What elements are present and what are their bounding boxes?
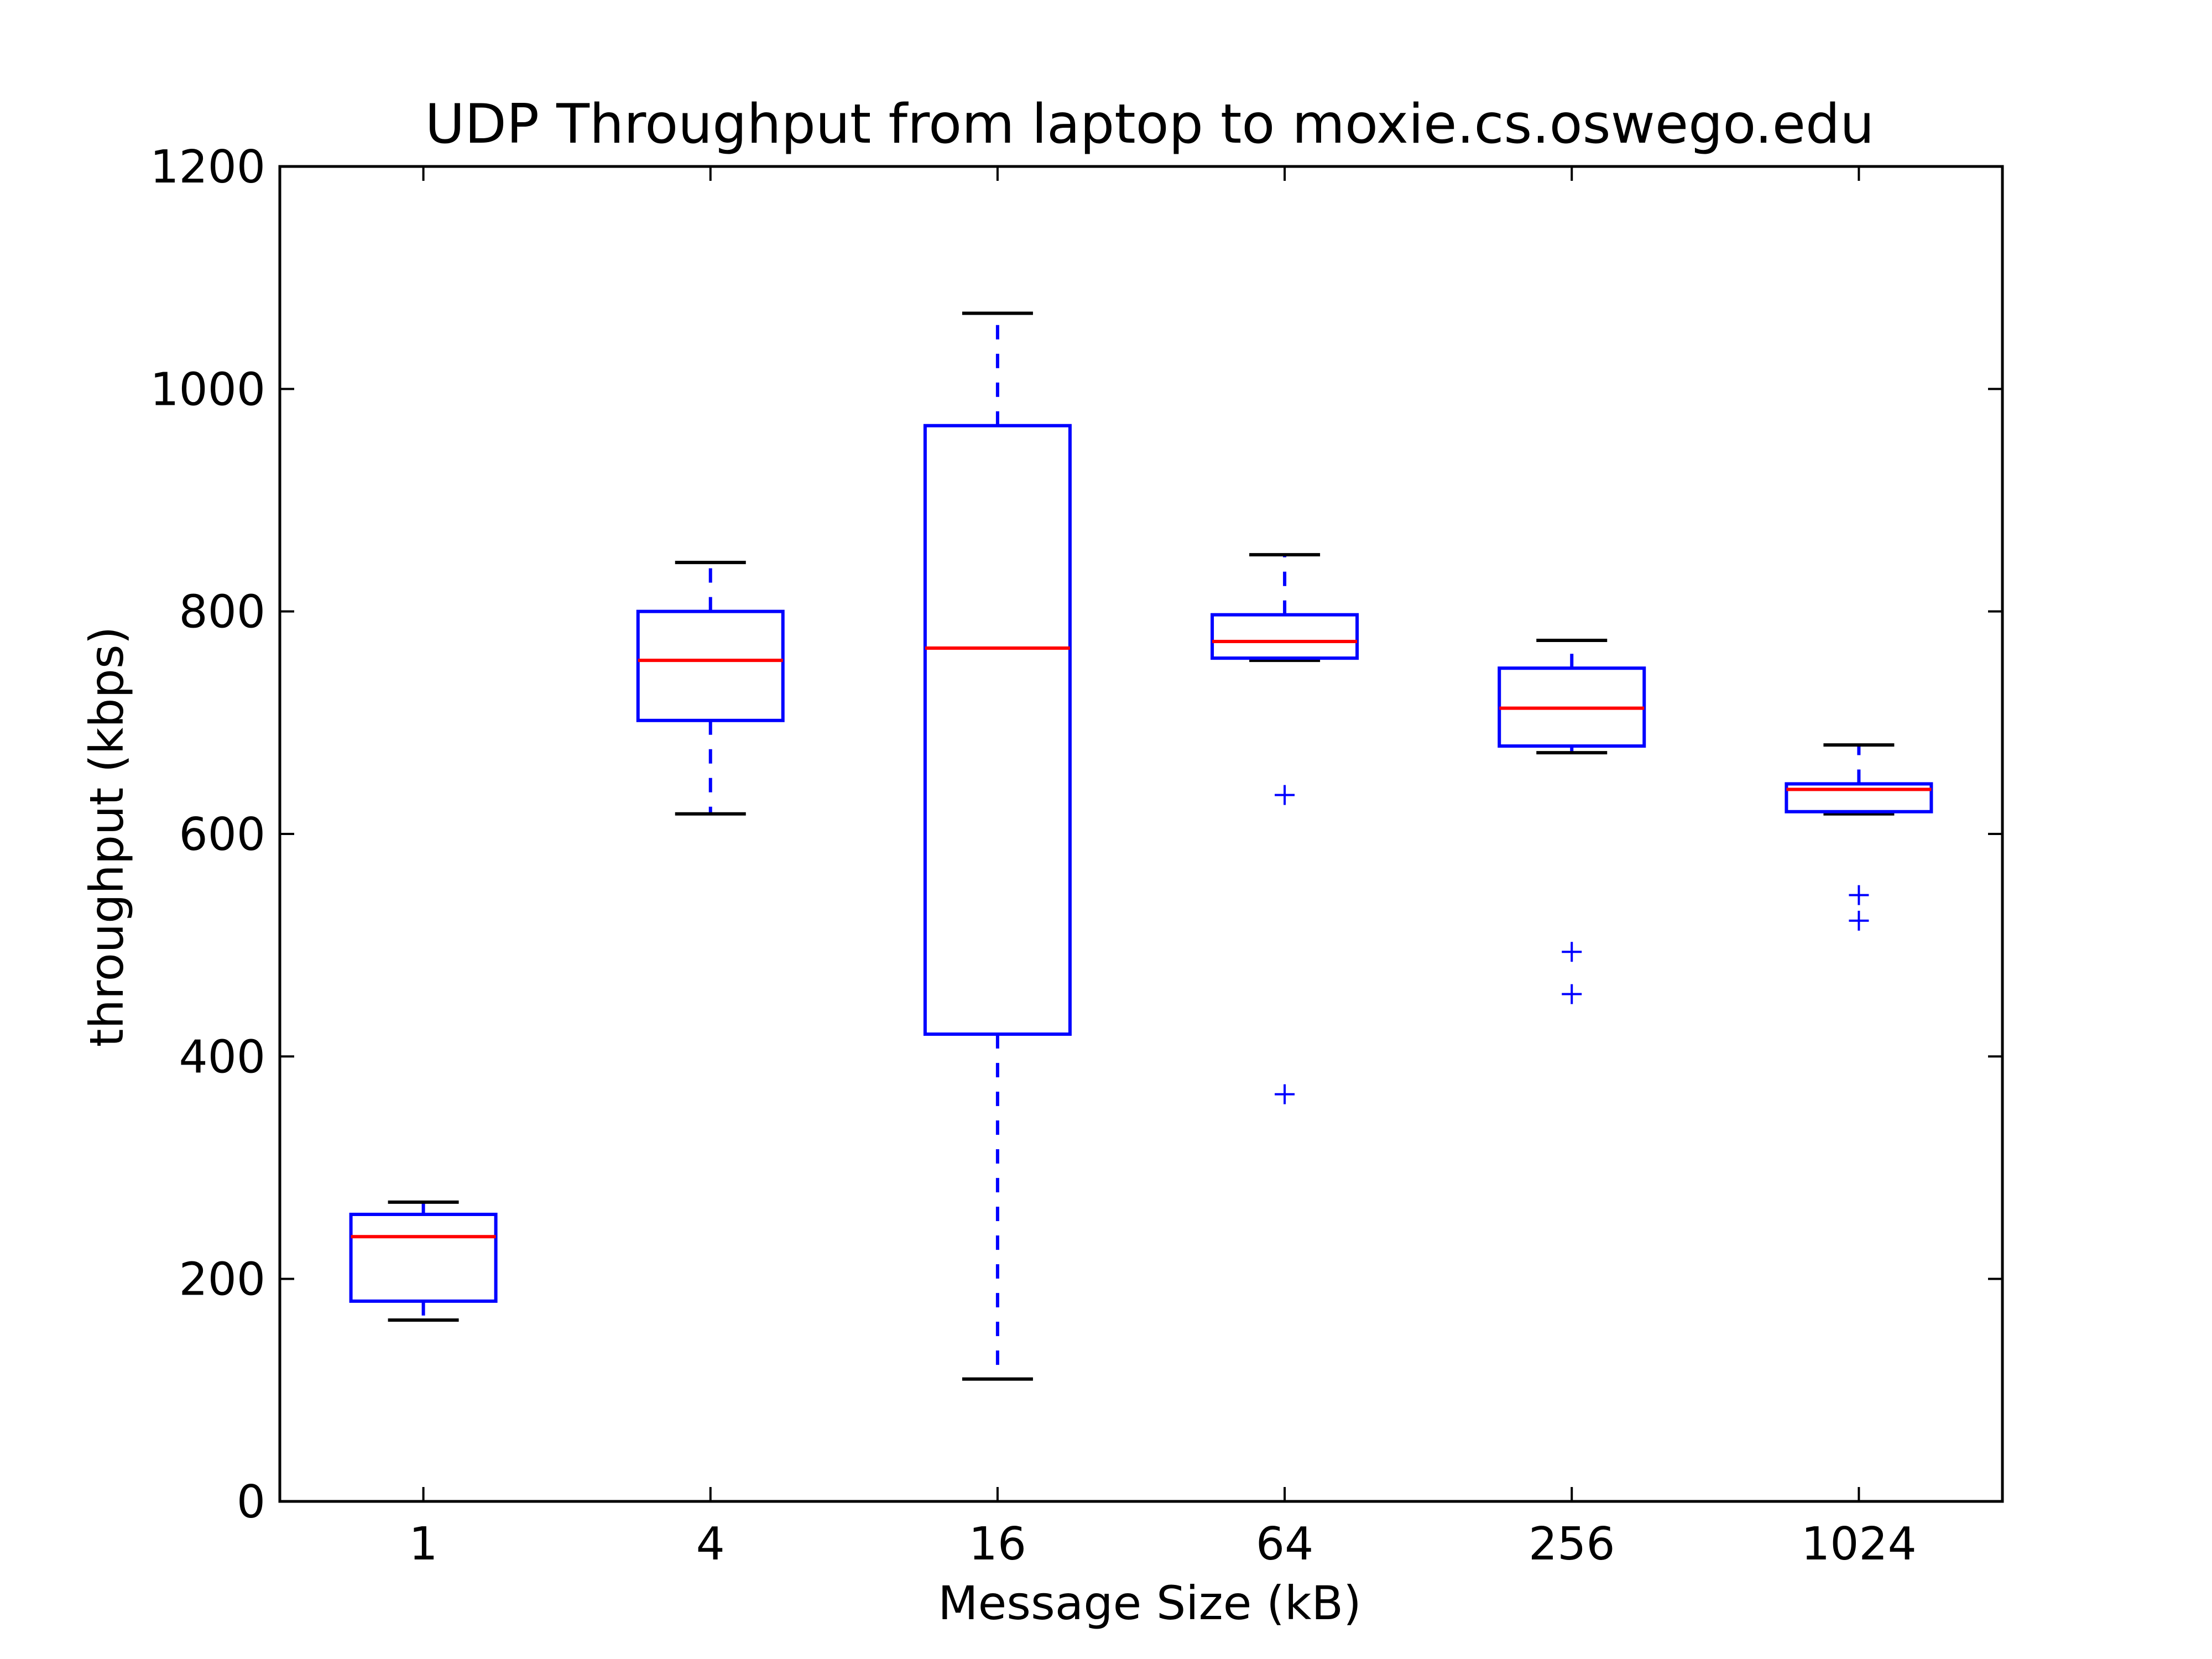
y-tick-label: 1200: [150, 141, 265, 194]
y-tick-label: 600: [179, 808, 265, 861]
x-axis-label: Message Size (kB): [938, 1576, 1361, 1630]
outlier-marker: [1275, 785, 1295, 805]
box-iqr: [923, 424, 1072, 1036]
y-tick-label: 400: [179, 1031, 265, 1083]
box-iqr: [1785, 782, 1933, 813]
box-iqr: [349, 1212, 498, 1303]
axes-frame: [278, 165, 2004, 1503]
y-axis-label: throughput (kbps): [80, 627, 134, 1047]
outlier-marker: [1562, 942, 1582, 962]
outlier-marker: [1849, 885, 1869, 905]
x-tick-label: 1: [409, 1518, 437, 1571]
y-tick-label: 800: [179, 586, 265, 639]
box-iqr: [1211, 613, 1359, 660]
x-tick-label: 1024: [1801, 1518, 1917, 1571]
x-tick-label: 64: [1256, 1518, 1313, 1571]
y-tick-label: 200: [179, 1254, 265, 1306]
outlier-marker: [1562, 984, 1582, 1004]
y-tick-label: 0: [237, 1476, 265, 1528]
x-tick-label: 256: [1528, 1518, 1615, 1571]
x-tick-label: 4: [696, 1518, 725, 1571]
box-iqr: [636, 609, 785, 722]
outlier-marker: [1849, 910, 1869, 931]
y-tick-label: 1000: [150, 363, 265, 416]
chart-title: UDP Throughput from laptop to moxie.cs.o…: [425, 93, 1875, 156]
outlier-marker: [1275, 1084, 1295, 1104]
plot-area: 0 200 400 600 800 1000 1200 1 4 16 64 256 1024: [150, 141, 2002, 1571]
x-tick-label: 16: [969, 1518, 1026, 1571]
